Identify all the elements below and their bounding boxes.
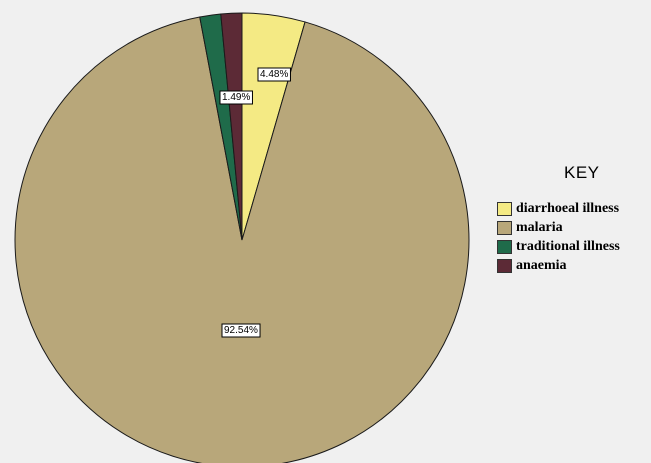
legend-swatch-traditional-illness [497,240,512,254]
legend-label-anaemia: anaemia [516,258,567,273]
legend-item-anaemia: anaemia [497,257,567,275]
svg-text:4.48%: 4.48% [260,69,288,80]
legend-swatch-diarrhoeal-illness [497,202,512,216]
legend-item-malaria: malaria [497,219,563,237]
data-label-malaria: 92.54% [221,323,261,338]
legend-swatch-malaria [497,221,512,235]
svg-text:92.54%: 92.54% [224,325,258,336]
data-label-diarrhoeal-illness: 4.48% [257,67,291,82]
legend-label-diarrhoeal-illness: diarrhoeal illness [516,201,620,216]
pie-slice-anaemia [220,12,243,241]
legend-label-traditional-illness: traditional illness [516,239,620,254]
legend-item-traditional-illness: traditional illness [497,238,620,256]
legend-item-diarrhoeal-illness: diarrhoeal illness [497,200,619,218]
legend-title: KEY [564,163,600,182]
legend-label-malaria: malaria [516,220,563,235]
svg-text:1.49%: 1.49% [222,92,250,103]
legend-swatch-anaemia [497,259,512,273]
data-label-traditional-illness: 1.49% [219,90,253,105]
